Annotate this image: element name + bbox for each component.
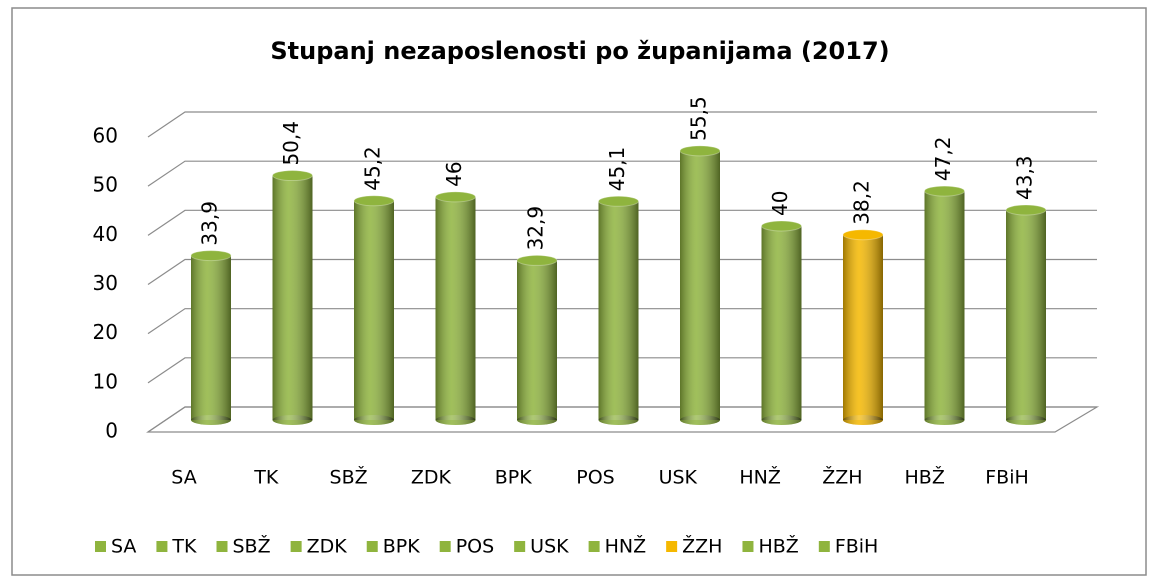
bar-top (272, 170, 313, 182)
bar-top (353, 195, 395, 207)
data-label: 55,5 (687, 96, 711, 141)
bar-shade (191, 255, 231, 420)
x-tick-label: HBŽ (905, 466, 945, 489)
bar-base-shade (924, 415, 965, 425)
x-tick-label: USK (659, 467, 698, 489)
y-tick-label: 30 (93, 271, 118, 295)
bar-base-shade (191, 415, 231, 425)
legend-label: SBŽ (233, 535, 271, 558)
bar-base-shade (435, 415, 476, 425)
legend-swatch (95, 541, 106, 552)
bar-top (924, 185, 965, 197)
bar-base-shade (354, 415, 394, 425)
bar-base-shade (517, 415, 557, 425)
bar-top (679, 145, 721, 157)
x-tick-label: BPK (495, 467, 532, 489)
legend-label: SA (111, 536, 136, 558)
legend-swatch (588, 541, 600, 552)
data-label: 43,3 (1013, 155, 1037, 200)
data-label: 33,9 (198, 201, 222, 246)
bar-shade (272, 175, 313, 420)
legend-swatch (290, 541, 302, 552)
legend-swatch (514, 541, 526, 552)
bar-shade (435, 196, 476, 420)
y-tick-label: 50 (93, 173, 118, 197)
legend-label: FBiH (835, 536, 879, 558)
bar-base-shade (761, 415, 802, 425)
x-tick-label: ZDK (411, 467, 452, 489)
y-tick-label: 0 (105, 419, 118, 443)
grid-line (147, 111, 1097, 138)
bar-shade (517, 260, 557, 420)
grid-line (147, 160, 1097, 187)
legend-label: POS (456, 536, 494, 558)
bar-base-shade (272, 415, 313, 425)
data-label: 45,1 (605, 147, 629, 192)
data-label: 38,2 (850, 180, 874, 225)
legend-label: BPK (383, 536, 420, 558)
bar-top (190, 250, 232, 262)
y-tick-label: 10 (93, 369, 118, 393)
legend-swatch (742, 541, 754, 552)
legend-label: USK (530, 536, 569, 558)
legend-label: ZDK (307, 536, 348, 558)
bar-shade (1006, 209, 1046, 420)
x-tick-label: SA (171, 467, 196, 489)
data-label: 32,9 (524, 206, 548, 251)
legend-swatch (818, 541, 830, 552)
bar-top (516, 254, 558, 266)
bar-base-shade (680, 415, 720, 425)
legend-swatch (216, 541, 228, 552)
bar-top (435, 191, 476, 203)
legend-label: ŽZH (682, 535, 722, 558)
data-label: 47,2 (931, 137, 955, 182)
legend-label: HNŽ (605, 535, 647, 558)
data-label: 50,4 (279, 121, 303, 166)
legend-swatch (366, 541, 378, 552)
grid-line (147, 209, 1097, 236)
x-tick-label: TK (253, 467, 279, 489)
x-tick-label: POS (576, 467, 614, 489)
legend-label: TK (171, 536, 197, 558)
x-tick-label: SBŽ (330, 466, 368, 489)
bar-shade (924, 191, 965, 420)
bar-base-shade (843, 415, 883, 425)
legend-swatch (439, 541, 451, 552)
chart-border (11, 7, 1147, 576)
bar-base-shade (1006, 415, 1046, 425)
bar-base-shade (598, 415, 639, 425)
bar-top (1005, 204, 1047, 216)
x-tick-label: HNŽ (739, 466, 781, 489)
data-label: 46 (442, 161, 466, 186)
bar-top (842, 229, 884, 241)
data-label: 45,2 (361, 146, 385, 191)
bar-top (598, 195, 639, 207)
x-tick-label: ŽZH (822, 466, 862, 489)
bar-shade (761, 226, 802, 420)
legend-swatch (156, 541, 168, 552)
x-tick-label: FBiH (985, 467, 1029, 489)
y-tick-label: 20 (93, 320, 118, 344)
bar-shade (843, 234, 883, 420)
bar-shade (354, 200, 394, 420)
bar-shade (598, 201, 639, 420)
legend-swatch (666, 541, 678, 552)
bar-top (761, 220, 802, 232)
bar-shade (680, 150, 720, 420)
chart-title: Stupanj nezaposlenosti po županijama (20… (270, 37, 889, 65)
y-tick-label: 60 (93, 124, 118, 148)
data-label: 40 (768, 191, 792, 216)
y-tick-label: 40 (93, 222, 118, 246)
legend-label: HBŽ (758, 535, 798, 558)
